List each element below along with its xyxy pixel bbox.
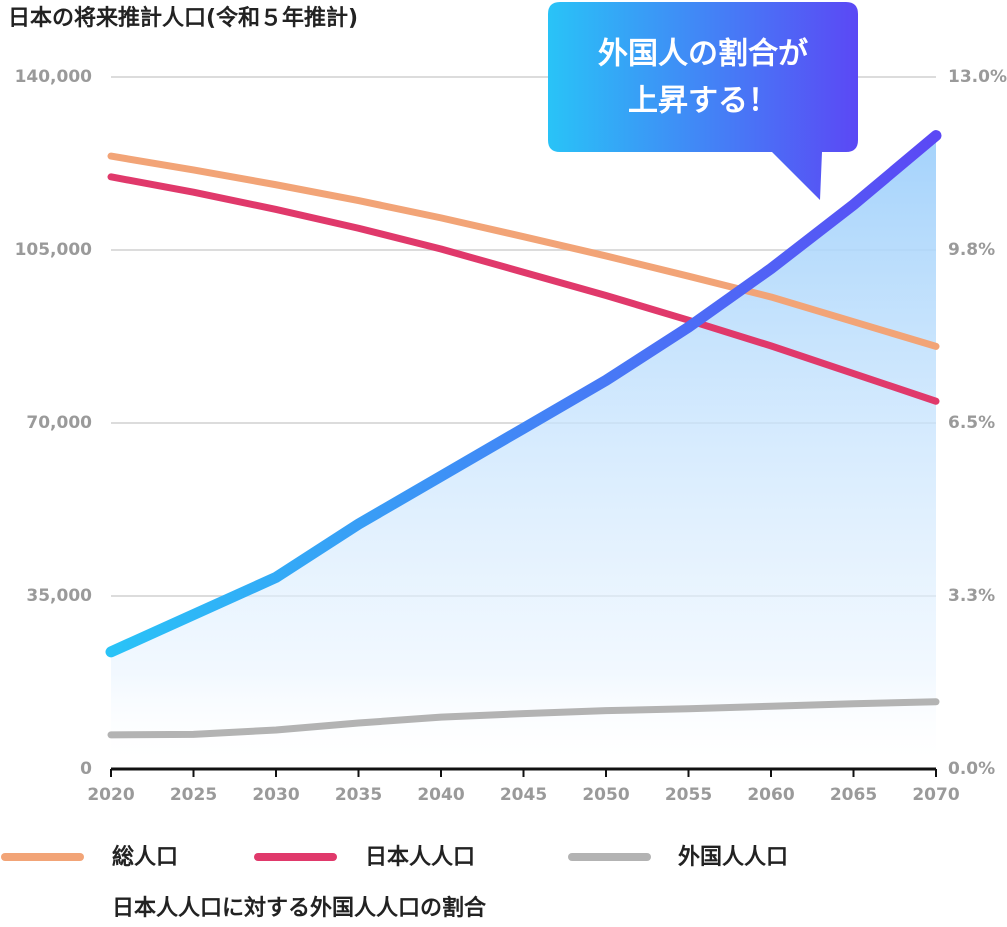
x-tick-label: 2020 [87,785,134,805]
y2-tick-label: 3.3% [948,586,995,606]
legend-label: 外国人人口 [678,844,788,870]
y-tick-label: 105,000 [15,240,93,260]
y2-tick-label: 6.5% [948,413,995,433]
series-line [105,130,942,658]
y2-tick-label: 0.0% [948,759,995,779]
x-tick-label: 2040 [417,785,464,805]
callout-bubble [548,2,858,200]
x-tick-label: 2055 [665,785,712,805]
x-tick-label: 2065 [830,785,877,805]
legend-label: 日本人人口に対する外国人人口の割合 [112,895,487,921]
y-tick-label: 35,000 [26,586,92,606]
y2-tick-label: 9.8% [948,240,995,260]
x-tick-label: 2045 [500,785,547,805]
series-line [107,698,940,739]
y-tick-label: 0 [80,759,92,779]
callout-text: 上昇する！ [628,84,778,119]
series-line [107,152,940,350]
y-tick-label: 140,000 [15,67,93,87]
ratio-area [111,135,936,770]
x-tick-label: 2025 [170,785,217,805]
series-line [107,173,940,405]
y2-tick-label: 13.0% [948,67,1007,87]
x-tick-label: 2050 [582,785,629,805]
x-tick-label: 2060 [747,785,794,805]
legend-label: 総人口 [112,844,178,870]
callout-text: 外国人の割合が [598,37,808,72]
chart-title: 日本の将来推計人口(令和５年推計) [8,5,358,31]
x-tick-label: 2030 [252,785,299,805]
legend-label: 日本人人口 [365,845,475,870]
y-tick-label: 70,000 [26,413,92,433]
x-tick-label: 2070 [912,785,959,805]
x-tick-label: 2035 [335,785,382,805]
